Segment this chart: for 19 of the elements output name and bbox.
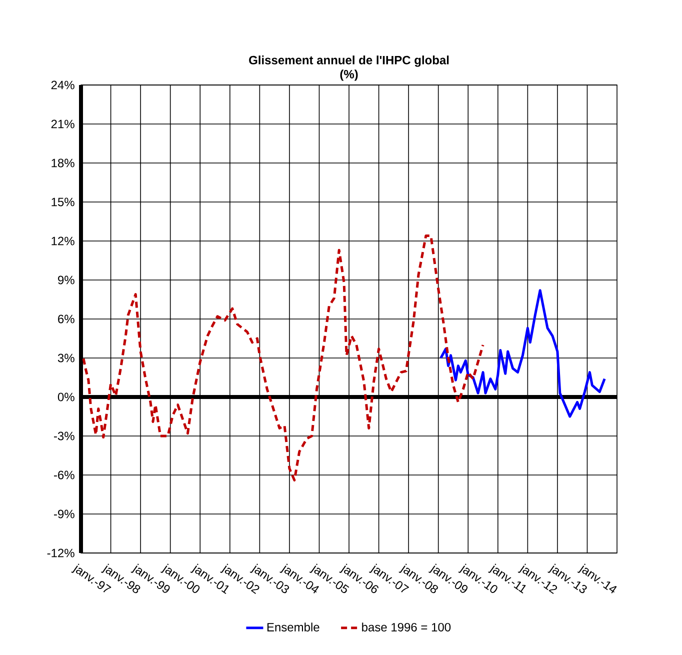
line-series [440, 289, 606, 418]
y-tick-label: 0% [58, 392, 74, 402]
y-tick-label: 21% [51, 120, 74, 128]
y-tick-label: -3% [54, 432, 74, 440]
line-series [82, 234, 484, 482]
y-tick-label: -6% [54, 470, 74, 480]
y-tick-label: 3% [58, 354, 74, 362]
chart-title: Glissement annuel de l'IHPC global [249, 56, 449, 67]
y-tick-label: 12% [52, 236, 74, 246]
y-tick-label: 9% [58, 276, 74, 284]
y-tick-label: 6% [58, 314, 74, 324]
legend-label: Ensemble [267, 622, 320, 632]
y-tick-label: 18% [52, 158, 74, 168]
y-tick-label: 24% [51, 80, 74, 90]
legend-label: base 1996 = 100 [362, 622, 451, 632]
y-tick-label: 15% [52, 198, 74, 206]
y-tick-label: -12% [47, 548, 74, 558]
chart-subtitle: (%) [340, 70, 358, 81]
y-tick-label: -9% [54, 510, 74, 518]
